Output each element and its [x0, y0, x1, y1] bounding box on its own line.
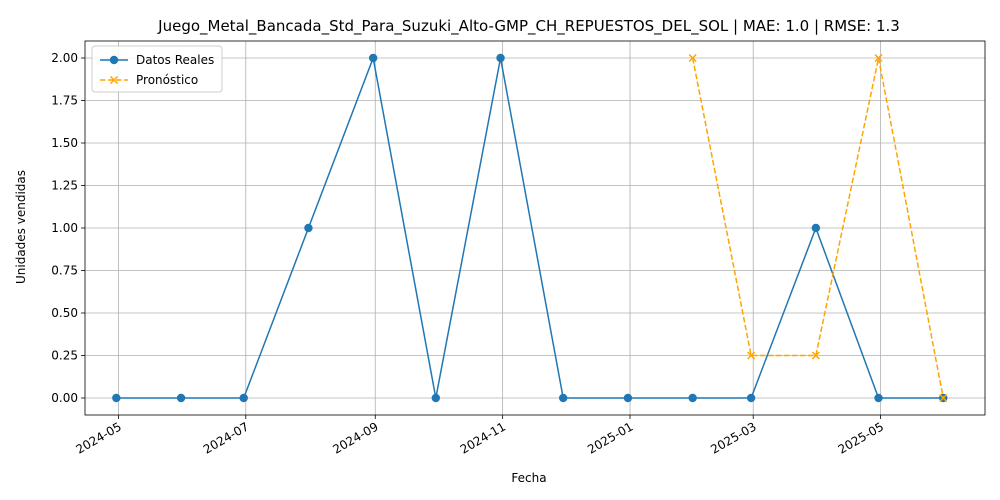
data-point [746, 393, 756, 403]
y-tick-label: 0.00 [51, 391, 78, 405]
data-point [688, 53, 697, 63]
x-tick-label: 2024-09 [330, 419, 380, 456]
x-tick-label: 2024-07 [201, 419, 251, 456]
x-axis-title: Fecha [511, 471, 546, 485]
data-point [496, 53, 505, 63]
data-point [304, 223, 313, 233]
y-tick-label: 2.00 [51, 51, 78, 65]
legend-marker [109, 75, 119, 85]
x-tick-label: 2025-05 [836, 419, 886, 456]
legend: Datos Reales Pronóstico [91, 45, 223, 93]
series [112, 53, 948, 403]
data-point [623, 393, 633, 403]
data-point [747, 351, 756, 360]
y-tick-label: 0.75 [51, 264, 78, 278]
data-point [112, 393, 121, 403]
axes: 0.00 0.25 0.50 0.75 1.00 1.25 1.50 1.75 2.00 2024… [51, 40, 986, 457]
data-point [431, 393, 441, 403]
y-axis-title: Unidades vendidas [14, 170, 28, 284]
data-point [688, 393, 697, 403]
y-tick-label: 1.75 [51, 94, 78, 108]
data-point [368, 53, 378, 63]
data-point [811, 351, 820, 360]
x-tick-label: 2025-03 [708, 419, 758, 456]
data-point [239, 393, 248, 403]
y-tick-label: 0.50 [51, 306, 78, 320]
y-tick-label: 1.25 [51, 179, 78, 193]
data-point [939, 393, 948, 403]
series-forecast [688, 53, 948, 403]
x-tick-label: 2024-05 [73, 419, 123, 456]
data-point [176, 393, 186, 403]
plot-frame [84, 40, 986, 416]
y-tick-label: 1.50 [51, 136, 78, 150]
y-tick-label: 1.00 [51, 221, 78, 235]
series-line [116, 55, 944, 399]
data-point [874, 53, 883, 63]
y-tick-label: 0.25 [51, 349, 78, 363]
legend-marker [109, 55, 119, 65]
series-line [691, 57, 944, 399]
chart-title: Juego_Metal_Bancada_Std_Para_Suzuki_Alto… [157, 17, 900, 36]
legend-label: Datos Reales [136, 53, 214, 67]
legend-label: Pronóstico [136, 73, 198, 87]
grid [85, 41, 985, 415]
data-point [558, 393, 568, 403]
data-point [874, 393, 883, 403]
x-tick-label: 2024-11 [458, 419, 508, 456]
data-point [811, 223, 821, 233]
x-tick-label: 2025-01 [585, 419, 635, 456]
